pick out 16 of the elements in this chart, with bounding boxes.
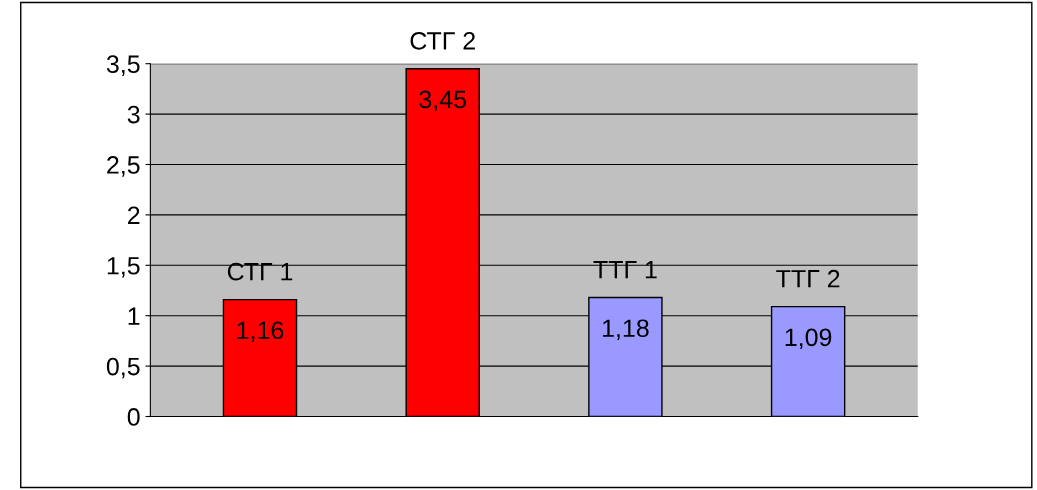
- y-tick-label: 2,5: [107, 156, 140, 177]
- x-tick-label: ТТГ 2: [776, 269, 840, 288]
- data-label: 1,18: [602, 319, 649, 341]
- data-label: 3,45: [419, 90, 466, 112]
- data-label: 1,09: [785, 328, 832, 350]
- x-tick-label: СТГ 1: [227, 262, 293, 281]
- y-tick-label: 1: [128, 307, 140, 325]
- x-tick-label: ТТГ 1: [593, 261, 657, 279]
- y-tick-label: 1,5: [107, 257, 140, 278]
- y-tick-label: 0: [127, 408, 140, 426]
- y-tick-label: 3,5: [106, 55, 140, 76]
- y-tick-label: 0,5: [106, 357, 140, 379]
- data-label: 1,16: [237, 321, 284, 343]
- y-tick-label: 2: [128, 206, 140, 224]
- y-tick-label: 3: [127, 105, 140, 124]
- x-tick-label: СТГ 2: [410, 31, 475, 50]
